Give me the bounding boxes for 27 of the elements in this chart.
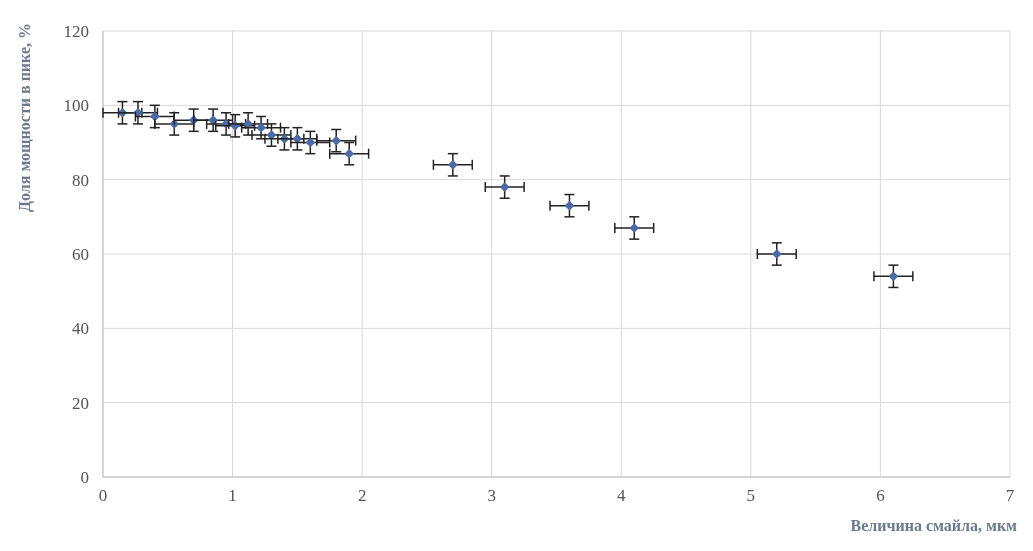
x-tick-label: 5 xyxy=(746,486,756,505)
point xyxy=(888,271,899,282)
x-axis-title: Величина смайла, мкм xyxy=(850,517,1018,534)
y-tick-label: 100 xyxy=(63,96,89,116)
y-axis-title: Доля мощности в пике, % xyxy=(16,23,34,213)
point xyxy=(771,249,782,259)
point xyxy=(266,130,277,140)
x-tick-label: 0 xyxy=(98,486,108,505)
x-tick-label: 1 xyxy=(228,486,237,505)
x-tick-label: 3 xyxy=(487,486,496,505)
x-tick-label: 4 xyxy=(617,486,627,505)
point xyxy=(564,200,575,211)
point xyxy=(149,111,160,122)
x-tick-label: 7 xyxy=(1005,486,1015,505)
y-tick-label: 80 xyxy=(72,170,89,190)
point xyxy=(169,119,180,129)
point xyxy=(499,182,510,192)
point xyxy=(629,223,640,233)
point xyxy=(447,159,458,170)
y-tick-label: 120 xyxy=(63,22,89,41)
x-tick-label: 6 xyxy=(876,486,885,505)
y-tick-label: 0 xyxy=(80,468,89,487)
point xyxy=(344,148,355,159)
y-tick-label: 20 xyxy=(72,393,89,413)
x-tick-label: 2 xyxy=(357,486,367,505)
y-tick-label: 40 xyxy=(72,319,89,339)
y-tick-label: 60 xyxy=(72,245,89,264)
